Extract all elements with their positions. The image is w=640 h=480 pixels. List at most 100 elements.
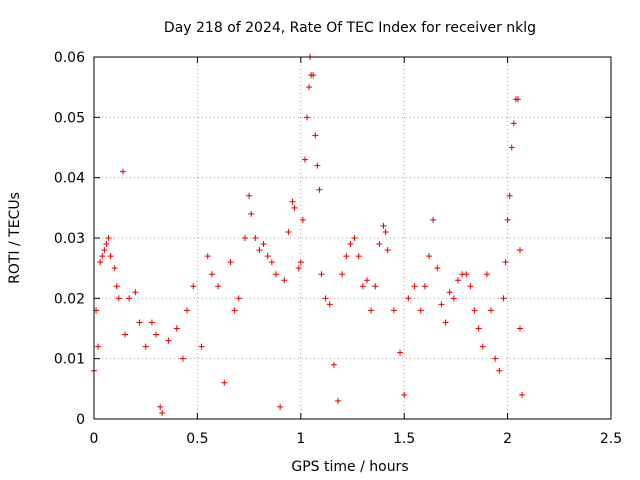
data-point: [306, 84, 313, 91]
data-point: [159, 409, 166, 416]
axes-layer: 0 0.5 1 1.5 2 2.5 0 0.01 0.02 0.03 0.04 0.05 0.06: [54, 50, 622, 447]
x-tick-label: 1: [296, 431, 305, 447]
data-point: [235, 295, 242, 302]
data-point: [198, 343, 205, 350]
x-tick-label: 2.5: [600, 431, 622, 447]
data-point: [322, 295, 329, 302]
data-point: [113, 283, 120, 290]
data-point: [397, 349, 404, 356]
data-point: [272, 271, 279, 278]
data-point: [101, 247, 108, 254]
data-point: [136, 319, 143, 326]
data-point: [438, 301, 445, 308]
chart-title: Day 218 of 2024, Rate Of TEC Index for r…: [164, 20, 536, 36]
data-point: [454, 277, 461, 284]
data-point: [115, 295, 122, 302]
data-point: [318, 271, 325, 278]
data-point: [299, 216, 306, 223]
data-point: [204, 253, 211, 260]
data-point: [475, 325, 482, 332]
data-point: [231, 307, 238, 314]
data-point: [450, 295, 457, 302]
data-point: [314, 162, 321, 169]
data-point: [126, 295, 133, 302]
data-point: [326, 301, 333, 308]
data-point: [103, 241, 110, 248]
data-point: [506, 192, 513, 199]
data-point: [246, 192, 253, 199]
data-point: [312, 132, 319, 139]
data-point: [382, 228, 389, 235]
data-point: [99, 253, 106, 260]
data-point: [227, 259, 234, 266]
data-point: [492, 355, 499, 362]
data-point: [483, 271, 490, 278]
data-point: [107, 253, 114, 260]
data-point: [268, 259, 275, 266]
grid-layer: [94, 57, 611, 419]
data-point: [519, 391, 526, 398]
data-point: [446, 289, 453, 296]
data-point: [504, 216, 511, 223]
data-points: [91, 54, 526, 416]
data-point: [401, 391, 408, 398]
data-point: [359, 283, 366, 290]
data-point: [335, 397, 342, 404]
data-point: [97, 259, 104, 266]
data-point: [277, 403, 284, 410]
data-point: [411, 283, 418, 290]
data-point: [252, 235, 259, 241]
data-point: [500, 295, 507, 302]
data-point: [376, 241, 383, 248]
data-point: [343, 253, 350, 260]
data-point: [488, 307, 495, 314]
data-point: [514, 96, 521, 103]
data-point: [442, 319, 449, 326]
data-point: [221, 379, 228, 386]
data-point: [119, 168, 126, 175]
data-point: [351, 235, 358, 241]
data-point: [95, 343, 102, 350]
data-point: [372, 283, 379, 290]
y-tick-label: 0.01: [54, 352, 85, 368]
data-point: [179, 355, 186, 362]
data-point: [184, 307, 191, 314]
data-point: [285, 228, 292, 235]
data-point: [289, 198, 296, 205]
data-point: [502, 259, 509, 266]
data-point: [248, 210, 255, 217]
data-point: [190, 283, 197, 290]
data-point: [310, 72, 317, 79]
data-point: [368, 307, 375, 314]
data-point: [301, 156, 308, 163]
y-tick-label: 0.05: [54, 110, 85, 126]
y-tick-label: 0.04: [54, 171, 85, 187]
x-axis-label: GPS time / hours: [291, 459, 408, 475]
y-tick-label: 0.03: [54, 231, 85, 247]
data-point: [105, 235, 112, 241]
data-point: [508, 144, 515, 151]
data-point: [471, 307, 478, 314]
y-tick-label: 0.02: [54, 291, 85, 307]
data-point: [339, 271, 346, 278]
data-point: [264, 253, 271, 260]
data-point: [517, 247, 524, 254]
data-point: [295, 265, 302, 272]
data-point: [157, 403, 164, 410]
data-point: [241, 235, 248, 241]
y-tick-label: 0.06: [54, 50, 85, 66]
data-point: [297, 259, 304, 266]
data-point: [316, 186, 323, 193]
data-point: [467, 283, 474, 290]
data-point: [347, 241, 354, 248]
x-tick-label: 1.5: [393, 431, 415, 447]
data-point: [363, 277, 370, 284]
data-point: [426, 253, 433, 260]
data-point: [421, 283, 428, 290]
data-point: [510, 120, 517, 127]
data-point: [281, 277, 288, 284]
data-point: [430, 216, 437, 223]
data-point: [132, 289, 139, 296]
data-point: [208, 271, 215, 278]
